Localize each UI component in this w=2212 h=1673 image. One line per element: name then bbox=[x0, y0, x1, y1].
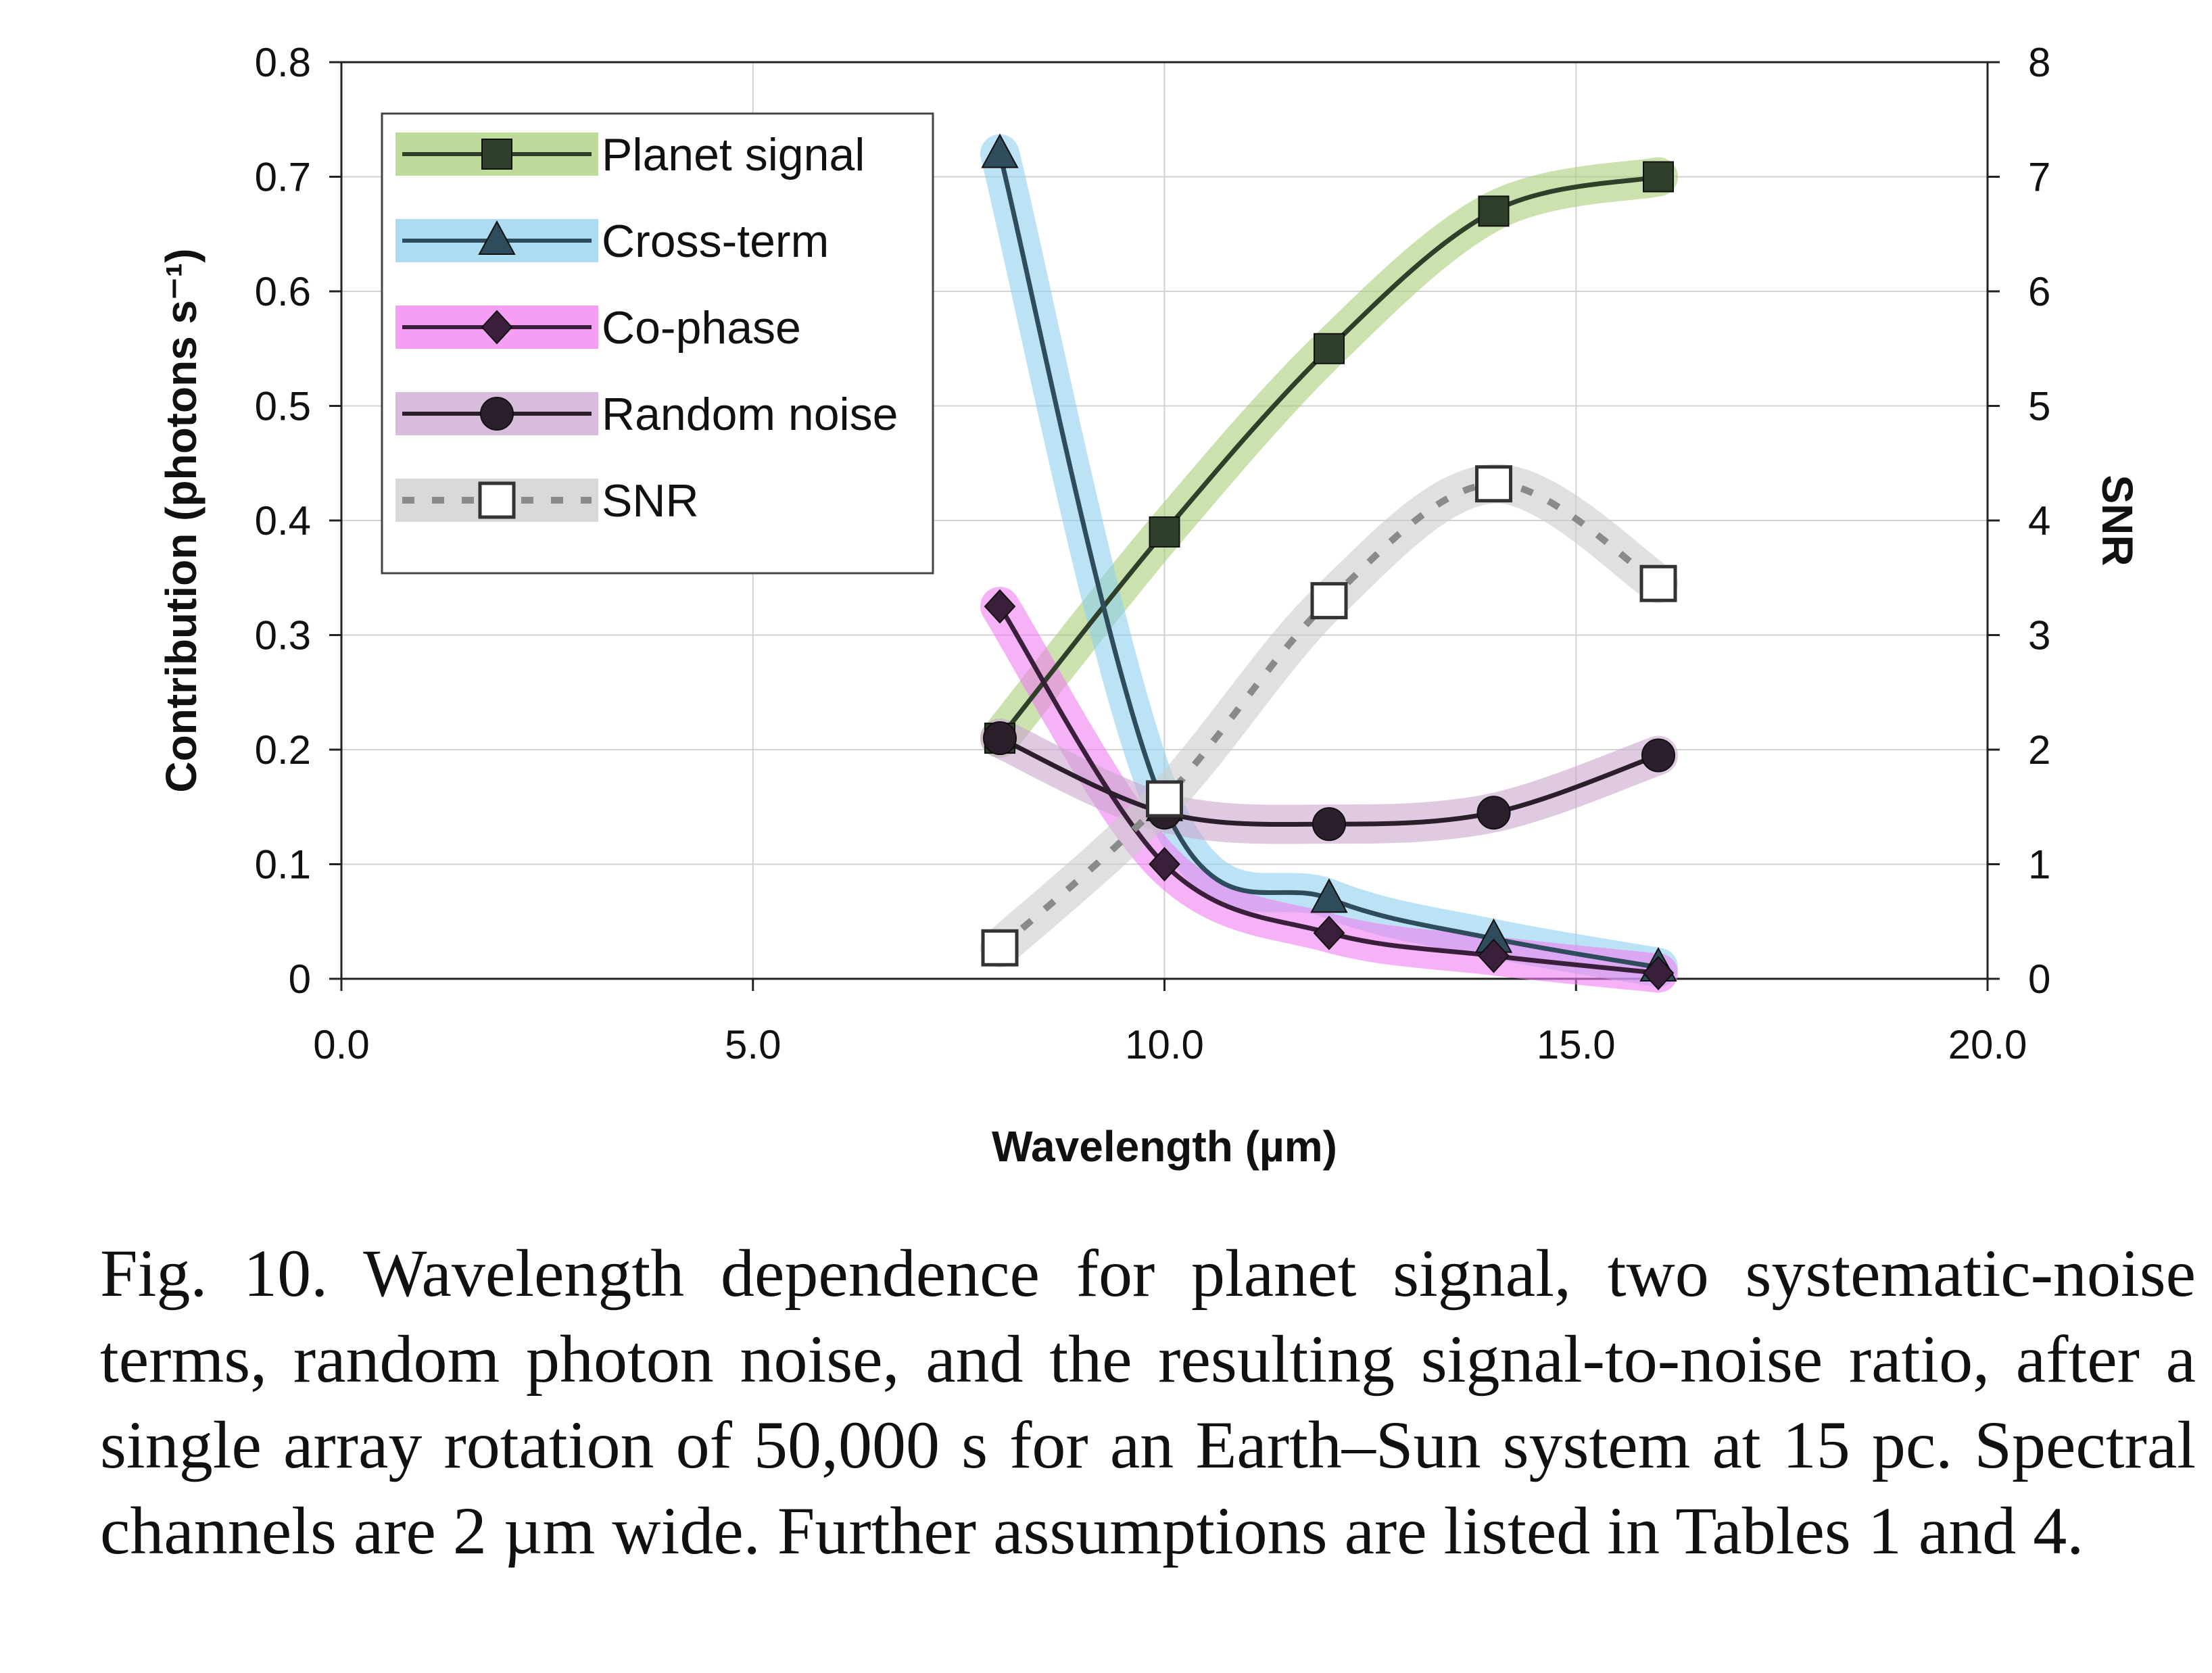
x-tick-label: 20.0 bbox=[1948, 1022, 2027, 1067]
snr-marker bbox=[981, 929, 1019, 967]
y2-tick-label: 3 bbox=[2028, 613, 2050, 658]
y2-tick-label: 8 bbox=[2028, 40, 2050, 85]
y2-tick-label: 7 bbox=[2028, 155, 2050, 200]
y-axis-title: Contribution (photons s⁻¹) bbox=[157, 248, 206, 792]
y-tick-label: 0.7 bbox=[255, 155, 311, 200]
cross-term-marker bbox=[981, 133, 1019, 168]
y2-tick-label: 4 bbox=[2028, 498, 2050, 543]
y-tick-label: 0.3 bbox=[255, 613, 311, 658]
y-tick-label: 0.6 bbox=[255, 269, 311, 314]
x-tick-label: 5.0 bbox=[725, 1022, 781, 1067]
snr-marker bbox=[1310, 582, 1348, 620]
legend-random-noise-marker bbox=[480, 397, 514, 431]
y2-axis-title: SNR bbox=[2093, 475, 2142, 566]
x-tick-label: 15.0 bbox=[1537, 1022, 1616, 1067]
co-phase-marker bbox=[984, 589, 1016, 624]
y-tick-label: 0.8 bbox=[255, 40, 311, 85]
cross-term-line bbox=[997, 153, 1659, 970]
legend-random-noise-label: Random noise bbox=[602, 389, 898, 440]
y2-tick-label: 1 bbox=[2028, 842, 2050, 888]
y-tick-label: 0.5 bbox=[255, 384, 311, 429]
x-tick-label: 10.0 bbox=[1125, 1022, 1204, 1067]
y2-tick-label: 0 bbox=[2028, 956, 2050, 1002]
legend-planet-signal-marker bbox=[481, 139, 512, 170]
chart: 0 0.1 0.2 0.3 0.4 0.5 0.6 0.7 0.8 0 1 2 3 4 5 6 7 8 0.0 5.0… bbox=[157, 40, 2142, 1171]
co-phase-marker bbox=[1313, 915, 1345, 950]
random-noise-marker bbox=[1641, 738, 1675, 773]
y-tick-label: 0.1 bbox=[255, 842, 311, 888]
x-axis-title: Wavelength (µm) bbox=[992, 1122, 1337, 1171]
series-highlights bbox=[980, 134, 1678, 993]
legend-snr-label: SNR bbox=[602, 475, 699, 527]
y-tick-label: 0 bbox=[289, 956, 311, 1002]
co-phase-marker bbox=[1642, 956, 1675, 991]
x-tick-label: 0.0 bbox=[313, 1022, 369, 1067]
planet-signal-marker bbox=[1314, 333, 1345, 364]
legend-snr-marker bbox=[478, 481, 516, 519]
legend: Planet signal Cross-term Co-phase Random no… bbox=[381, 112, 934, 575]
planet-signal-line bbox=[998, 174, 1659, 740]
legend-cross-term-marker bbox=[478, 220, 516, 255]
figure-caption: Fig. 10. Wavelength dependence for plane… bbox=[100, 1236, 2196, 1568]
axis-ticks: 0 0.1 0.2 0.3 0.4 0.5 0.6 0.7 0.8 0 1 2 3 4 5 6 7 8 0.0 5.0… bbox=[255, 40, 2051, 1067]
legend-planet-signal-label: Planet signal bbox=[602, 129, 865, 180]
co-phase-marker bbox=[1149, 847, 1180, 881]
snr-marker bbox=[1146, 780, 1183, 818]
planet-signal-marker bbox=[1478, 195, 1510, 227]
y2-tick-label: 5 bbox=[2028, 384, 2050, 429]
y-tick-label: 0.2 bbox=[255, 727, 311, 773]
snr-marker bbox=[1475, 465, 1512, 503]
y2-tick-label: 6 bbox=[2028, 269, 2050, 314]
planet-signal-marker bbox=[1643, 161, 1674, 193]
random-noise-marker bbox=[983, 721, 1017, 756]
y2-tick-label: 2 bbox=[2028, 727, 2050, 773]
y-tick-label: 0.4 bbox=[255, 498, 311, 543]
legend-co-phase-marker bbox=[481, 310, 513, 345]
co-phase-marker bbox=[1478, 938, 1510, 973]
series-markers bbox=[981, 133, 1677, 991]
cross-term-marker bbox=[1310, 878, 1348, 913]
planet-signal-marker bbox=[1149, 516, 1180, 548]
legend-cross-term-label: Cross-term bbox=[602, 216, 829, 267]
legend-co-phase-label: Co-phase bbox=[602, 302, 801, 354]
random-noise-marker bbox=[1476, 796, 1511, 830]
co-phase-line bbox=[998, 605, 1659, 976]
snr-marker bbox=[1639, 564, 1677, 602]
random-noise-marker bbox=[1312, 807, 1346, 842]
